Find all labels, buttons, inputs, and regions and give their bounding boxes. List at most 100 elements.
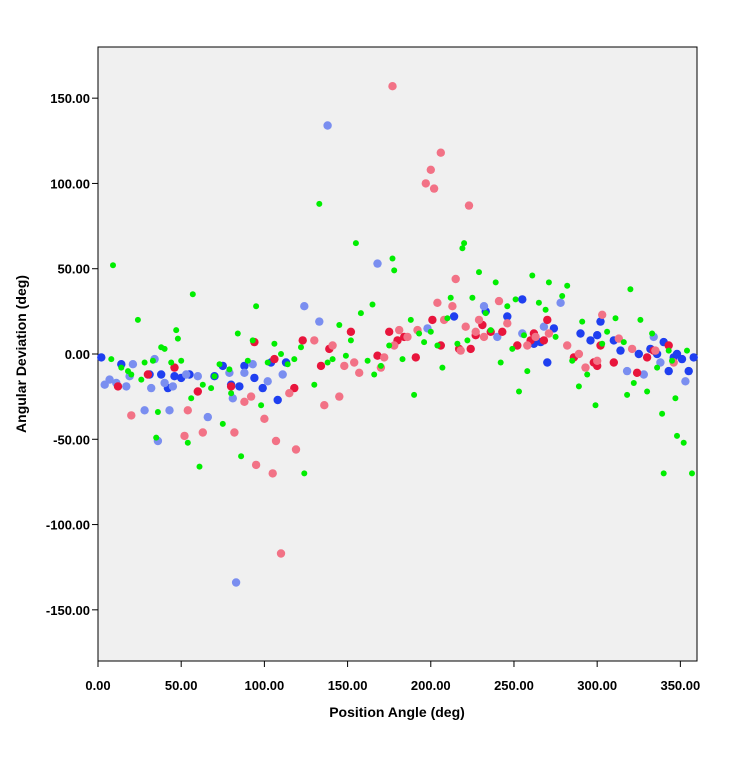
data-point xyxy=(271,340,278,347)
data-point xyxy=(193,387,202,396)
data-point xyxy=(285,389,294,398)
data-point xyxy=(524,368,531,375)
data-point xyxy=(539,322,549,331)
data-point xyxy=(118,364,125,371)
data-point xyxy=(642,353,652,362)
y-tick-label: -150.00 xyxy=(46,603,90,618)
data-point xyxy=(466,344,475,354)
data-point xyxy=(660,470,667,477)
data-point xyxy=(459,245,466,252)
data-point xyxy=(542,306,549,313)
data-point xyxy=(183,406,192,415)
data-point xyxy=(521,332,527,339)
data-point xyxy=(448,302,457,311)
data-point xyxy=(300,302,309,311)
data-point xyxy=(386,342,393,349)
data-point xyxy=(596,317,605,326)
data-point xyxy=(439,364,446,371)
data-point xyxy=(228,390,235,397)
data-point xyxy=(323,121,332,130)
data-point xyxy=(278,351,284,357)
data-point xyxy=(180,431,189,441)
data-point xyxy=(390,341,399,350)
x-tick-label: 300.00 xyxy=(577,678,617,693)
data-point xyxy=(193,372,202,381)
data-point xyxy=(342,352,349,359)
data-point xyxy=(350,358,359,367)
plot-area xyxy=(97,46,698,662)
data-point xyxy=(503,312,512,321)
data-point xyxy=(497,359,504,366)
data-point xyxy=(315,317,324,326)
data-point xyxy=(632,368,642,377)
data-point xyxy=(612,315,619,322)
data-point xyxy=(199,381,206,388)
y-tick-label: 100.00 xyxy=(50,176,90,191)
y-tick-label: -100.00 xyxy=(46,518,90,533)
data-point xyxy=(464,337,471,344)
data-point xyxy=(451,274,460,284)
data-point xyxy=(226,382,236,391)
data-point xyxy=(569,357,576,364)
data-point xyxy=(574,349,584,359)
data-point xyxy=(244,357,251,364)
data-point xyxy=(291,356,298,363)
data-point xyxy=(469,294,476,301)
data-point xyxy=(268,469,277,478)
data-point xyxy=(411,353,420,362)
data-point xyxy=(170,363,179,372)
data-point xyxy=(211,373,218,380)
data-point xyxy=(586,336,595,345)
data-point xyxy=(512,296,519,303)
data-point xyxy=(178,357,185,364)
data-point xyxy=(403,332,412,342)
data-point xyxy=(182,370,191,379)
x-tick-label: 0.00 xyxy=(85,678,110,693)
data-point xyxy=(189,291,196,298)
data-point xyxy=(665,347,672,354)
data-point xyxy=(656,358,665,367)
data-point xyxy=(552,333,559,340)
data-point xyxy=(584,371,591,378)
data-point xyxy=(436,148,445,157)
data-point xyxy=(564,282,571,289)
y-tick-label: 0.00 xyxy=(65,347,90,362)
data-point xyxy=(301,470,308,477)
data-point xyxy=(544,329,554,338)
data-point xyxy=(230,428,239,437)
data-point xyxy=(219,420,226,427)
data-point xyxy=(253,303,260,310)
data-point xyxy=(380,353,389,362)
data-point xyxy=(270,354,279,364)
data-point xyxy=(620,339,627,346)
data-point xyxy=(320,401,329,410)
data-point xyxy=(328,341,337,350)
data-point xyxy=(669,357,675,364)
data-point xyxy=(105,375,114,384)
data-point xyxy=(128,371,135,378)
data-point xyxy=(373,259,382,268)
data-point xyxy=(184,439,191,446)
data-point xyxy=(539,336,549,345)
x-tick-label: 350.00 xyxy=(660,678,700,693)
data-point xyxy=(649,330,656,337)
data-point xyxy=(198,428,207,437)
data-point xyxy=(260,414,269,423)
data-point xyxy=(598,310,607,319)
data-point xyxy=(447,294,454,301)
data-point xyxy=(399,356,406,363)
data-point xyxy=(141,359,148,366)
data-point xyxy=(516,388,522,395)
data-point xyxy=(487,327,494,334)
data-point xyxy=(454,340,461,347)
data-point xyxy=(609,358,618,367)
data-point xyxy=(161,345,168,352)
data-point xyxy=(627,344,637,354)
data-point xyxy=(622,366,632,376)
data-point xyxy=(298,344,304,351)
data-point xyxy=(263,377,272,386)
data-point xyxy=(494,296,504,306)
data-point xyxy=(664,341,673,350)
data-point xyxy=(684,347,690,354)
